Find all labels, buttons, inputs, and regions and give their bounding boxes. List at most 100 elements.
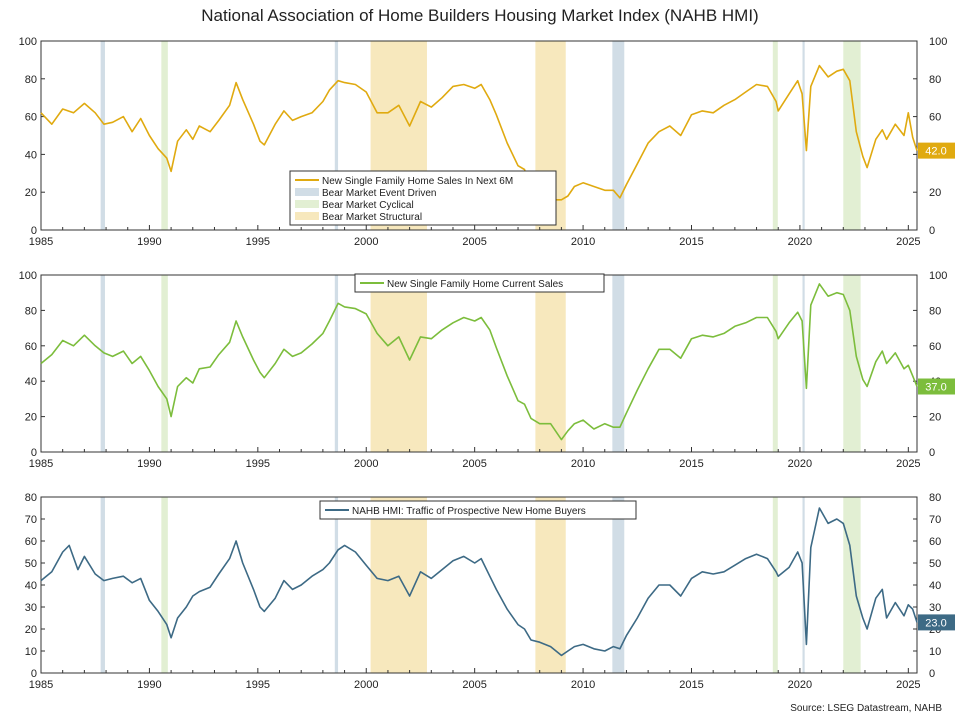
y-tick-label-left: 80 [25, 74, 37, 86]
last-value-badge [918, 614, 955, 631]
x-tick-label: 2025 [896, 679, 920, 691]
series-line-future [40, 64, 918, 201]
series-line-current [40, 283, 918, 441]
x-tick-label: 2020 [788, 679, 812, 691]
x-tick-label: 1990 [137, 458, 161, 470]
y-tick-label-right: 70 [929, 514, 941, 526]
plot-frame [40, 496, 918, 674]
y-tick-label-right: 0 [929, 668, 935, 680]
y-tick-label-right: 80 [929, 492, 941, 504]
bear-band-cyclical [843, 275, 861, 452]
x-tick-label: 2015 [679, 236, 703, 248]
bear-band-event [100, 41, 105, 230]
bear-band-event [612, 497, 625, 673]
x-tick-label: 2015 [679, 458, 703, 470]
bear-band-cyclical [772, 497, 778, 673]
legend-label: New Single Family Home Current Sales [387, 279, 563, 290]
x-tick-label: 1995 [246, 679, 270, 691]
bear-band-event [802, 41, 805, 230]
legend: New Single Family Home Current Sales [354, 273, 605, 293]
series-line-traffic [40, 507, 918, 657]
y-tick-label-left: 20 [25, 187, 37, 199]
bear-band-cyclical [843, 497, 861, 673]
x-tick-label: 2010 [571, 458, 595, 470]
y-tick-label-left: 40 [25, 580, 37, 592]
bear-band-event [100, 497, 105, 673]
panel-future: 0020204040606080801001001985199019952000… [19, 36, 955, 248]
y-tick-label-left: 40 [25, 149, 37, 161]
x-tick-label: 2025 [896, 458, 920, 470]
y-tick-label-left: 50 [25, 558, 37, 570]
legend-box [289, 170, 557, 226]
bear-band-event [100, 275, 105, 452]
x-tick-label: 1990 [137, 236, 161, 248]
x-tick-label: 1995 [246, 458, 270, 470]
bear-band-structural [370, 275, 427, 452]
y-tick-label-right: 20 [929, 187, 941, 199]
legend-label: New Single Family Home Sales In Next 6M [322, 176, 513, 187]
legend-label-structural: Bear Market Structural [322, 212, 422, 223]
y-tick-label-right: 20 [929, 412, 941, 424]
y-tick-label-left: 100 [19, 270, 37, 282]
y-tick-label-right: 80 [929, 74, 941, 86]
x-tick-label: 2005 [462, 236, 486, 248]
y-tick-label-left: 20 [25, 412, 37, 424]
bear-band-event [334, 41, 339, 230]
bear-band-event [802, 275, 805, 452]
y-tick-label-right: 100 [929, 270, 947, 282]
y-tick-label-left: 100 [19, 36, 37, 48]
y-tick-label-right: 60 [929, 112, 941, 124]
y-tick-label-left: 0 [31, 225, 37, 237]
y-tick-label-right: 80 [929, 305, 941, 317]
y-tick-label-right: 50 [929, 558, 941, 570]
x-tick-label: 1985 [29, 236, 53, 248]
y-tick-label-left: 60 [25, 112, 37, 124]
panel-traffic: 0010102020303040405050606070708080198519… [25, 492, 955, 691]
x-tick-label: 2000 [354, 236, 378, 248]
y-tick-label-left: 80 [25, 492, 37, 504]
plot-frame [40, 274, 918, 453]
bear-band-event [612, 275, 625, 452]
x-tick-label: 2005 [462, 458, 486, 470]
x-tick-label: 2025 [896, 236, 920, 248]
legend-label-event: Bear Market Event Driven [322, 188, 437, 199]
last-value-badge [918, 378, 955, 395]
legend-box [319, 500, 637, 520]
x-tick-label: 1995 [246, 236, 270, 248]
source-note: Source: LSEG Datastream, NAHB [790, 703, 942, 714]
x-tick-label: 2010 [571, 679, 595, 691]
y-tick-label-left: 10 [25, 646, 37, 658]
y-tick-label-right: 0 [929, 225, 935, 237]
bear-band-event [334, 275, 339, 452]
y-tick-label-left: 0 [31, 668, 37, 680]
bear-band-cyclical [772, 41, 778, 230]
y-tick-label-left: 70 [25, 514, 37, 526]
y-tick-label-left: 60 [25, 341, 37, 353]
y-tick-label-left: 40 [25, 376, 37, 388]
x-tick-label: 2005 [462, 679, 486, 691]
y-tick-label-right: 60 [929, 341, 941, 353]
y-tick-label-left: 30 [25, 602, 37, 614]
y-tick-label-left: 80 [25, 305, 37, 317]
x-tick-label: 1985 [29, 458, 53, 470]
legend-swatch-event [295, 188, 319, 196]
x-tick-label: 2000 [354, 679, 378, 691]
last-value-label: 42.0 [925, 146, 946, 158]
y-tick-label-right: 60 [929, 536, 941, 548]
legend-box [354, 273, 605, 293]
y-tick-label-right: 30 [929, 602, 941, 614]
chart-title: National Association of Home Builders Ho… [201, 6, 759, 25]
x-tick-label: 1990 [137, 679, 161, 691]
y-tick-label-right: 100 [929, 36, 947, 48]
plot-frame [40, 40, 918, 231]
legend-label-cyclical: Bear Market Cyclical [322, 200, 414, 211]
x-tick-label: 2020 [788, 458, 812, 470]
bear-band-event [612, 41, 625, 230]
bear-band-cyclical [161, 41, 168, 230]
x-tick-label: 2000 [354, 458, 378, 470]
last-value-label: 23.0 [925, 617, 946, 629]
legend: New Single Family Home Sales In Next 6MB… [289, 170, 557, 226]
x-tick-label: 1985 [29, 679, 53, 691]
panel-current: 0020204040606080801001001985199019952000… [19, 270, 955, 470]
